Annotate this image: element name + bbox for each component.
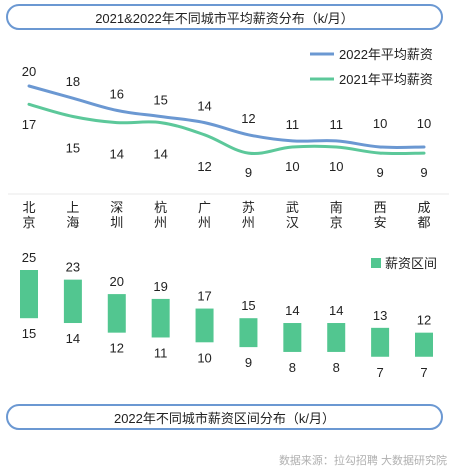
bar-high-label-0: 25 <box>22 250 36 265</box>
bar-high-label-9: 12 <box>417 313 431 328</box>
bar-low-label-0: 15 <box>22 326 36 341</box>
label-2021-3: 14 <box>153 147 167 162</box>
range-bar-5 <box>239 318 258 348</box>
legend-2021-label: 2021年平均薪资 <box>339 72 433 87</box>
range-bar-0 <box>20 270 38 319</box>
series-line-2022 <box>27 84 426 149</box>
label-2022-3: 15 <box>153 93 167 108</box>
city-label-7: 南京 <box>330 200 343 230</box>
bar-high-label-8: 13 <box>373 308 387 323</box>
line-chart: 20 18 16 15 14 12 11 11 10 10 17 15 14 14 12 9 10 10 9 9 <box>22 64 431 180</box>
label-2022-0: 20 <box>22 64 36 79</box>
city-label-4: 广州 <box>198 200 211 230</box>
bar-high-label-7: 14 <box>329 303 343 318</box>
label-2021-7: 10 <box>329 159 343 174</box>
bar-low-label-4: 10 <box>197 350 211 365</box>
label-2022-5: 12 <box>241 111 255 126</box>
series-line-2021 <box>27 102 426 156</box>
label-2021-4: 12 <box>197 159 211 174</box>
bar-high-label-1: 23 <box>66 260 80 275</box>
bar-low-label-7: 8 <box>333 360 340 375</box>
city-label-3: 杭州 <box>154 200 167 230</box>
city-label-5: 苏州 <box>242 200 255 230</box>
label-2021-0: 17 <box>22 117 36 132</box>
bar-low-label-3: 11 <box>154 345 168 360</box>
bar-high-label-4: 17 <box>197 289 211 304</box>
city-label-9: 成都 <box>417 200 430 230</box>
label-2021-5: 9 <box>245 165 252 180</box>
bar-low-label-2: 12 <box>110 341 124 356</box>
label-2022-4: 14 <box>197 99 211 114</box>
legend-range-label: 薪资区间 <box>385 256 437 271</box>
bar-high-label-5: 15 <box>241 298 255 313</box>
legend-range-swatch <box>371 258 381 268</box>
city-label-8: 西安 <box>374 200 387 230</box>
bar-low-label-8: 7 <box>376 365 383 380</box>
label-2021-9: 9 <box>420 165 427 180</box>
bar-high-label-3: 19 <box>153 279 167 294</box>
label-2021-2: 14 <box>110 147 124 162</box>
label-2022-8: 10 <box>373 116 387 131</box>
bar-low-label-1: 14 <box>66 331 80 346</box>
legend-2022-label: 2022年平均薪资 <box>339 47 433 62</box>
label-2022-2: 16 <box>110 86 124 101</box>
range-bar-7 <box>327 323 346 352</box>
bar-low-label-9: 7 <box>420 365 427 380</box>
label-2021-1: 15 <box>66 141 80 156</box>
top-chart-title: 2021&2022年不同城市平均薪资分布（k/月） <box>6 4 443 30</box>
range-bar-9 <box>415 332 433 357</box>
range-bar-6 <box>283 323 302 352</box>
range-bar-1 <box>63 279 82 324</box>
label-2022-9: 10 <box>417 116 431 131</box>
bar-low-label-5: 9 <box>245 355 252 370</box>
label-2021-8: 9 <box>376 165 383 180</box>
bar-high-label-2: 20 <box>110 274 124 289</box>
city-label-2: 深圳 <box>110 200 123 230</box>
range-bar-chart: 25 15 23 14 20 12 19 11 17 10 15 9 14 8 14 8 13 7 12 7 <box>20 250 433 380</box>
bottom-chart-title: 2022年不同城市薪资区间分布（k/月） <box>6 404 443 430</box>
range-bar-8 <box>371 327 390 357</box>
bar-low-label-6: 8 <box>289 360 296 375</box>
label-2022-6: 11 <box>286 117 300 132</box>
label-2022-1: 18 <box>66 74 80 89</box>
range-bar-2 <box>107 294 126 333</box>
data-source-note: 数据来源：拉勾招聘 大数据研究院 <box>278 455 447 467</box>
range-bar-4 <box>195 308 214 343</box>
label-2022-7: 11 <box>329 117 343 132</box>
range-bar-3 <box>151 298 170 338</box>
bar-high-label-6: 14 <box>285 303 299 318</box>
city-label-0: 北京 <box>22 200 35 230</box>
city-label-1: 上海 <box>66 200 79 230</box>
city-label-6: 武汉 <box>286 200 299 230</box>
label-2021-6: 10 <box>285 159 299 174</box>
